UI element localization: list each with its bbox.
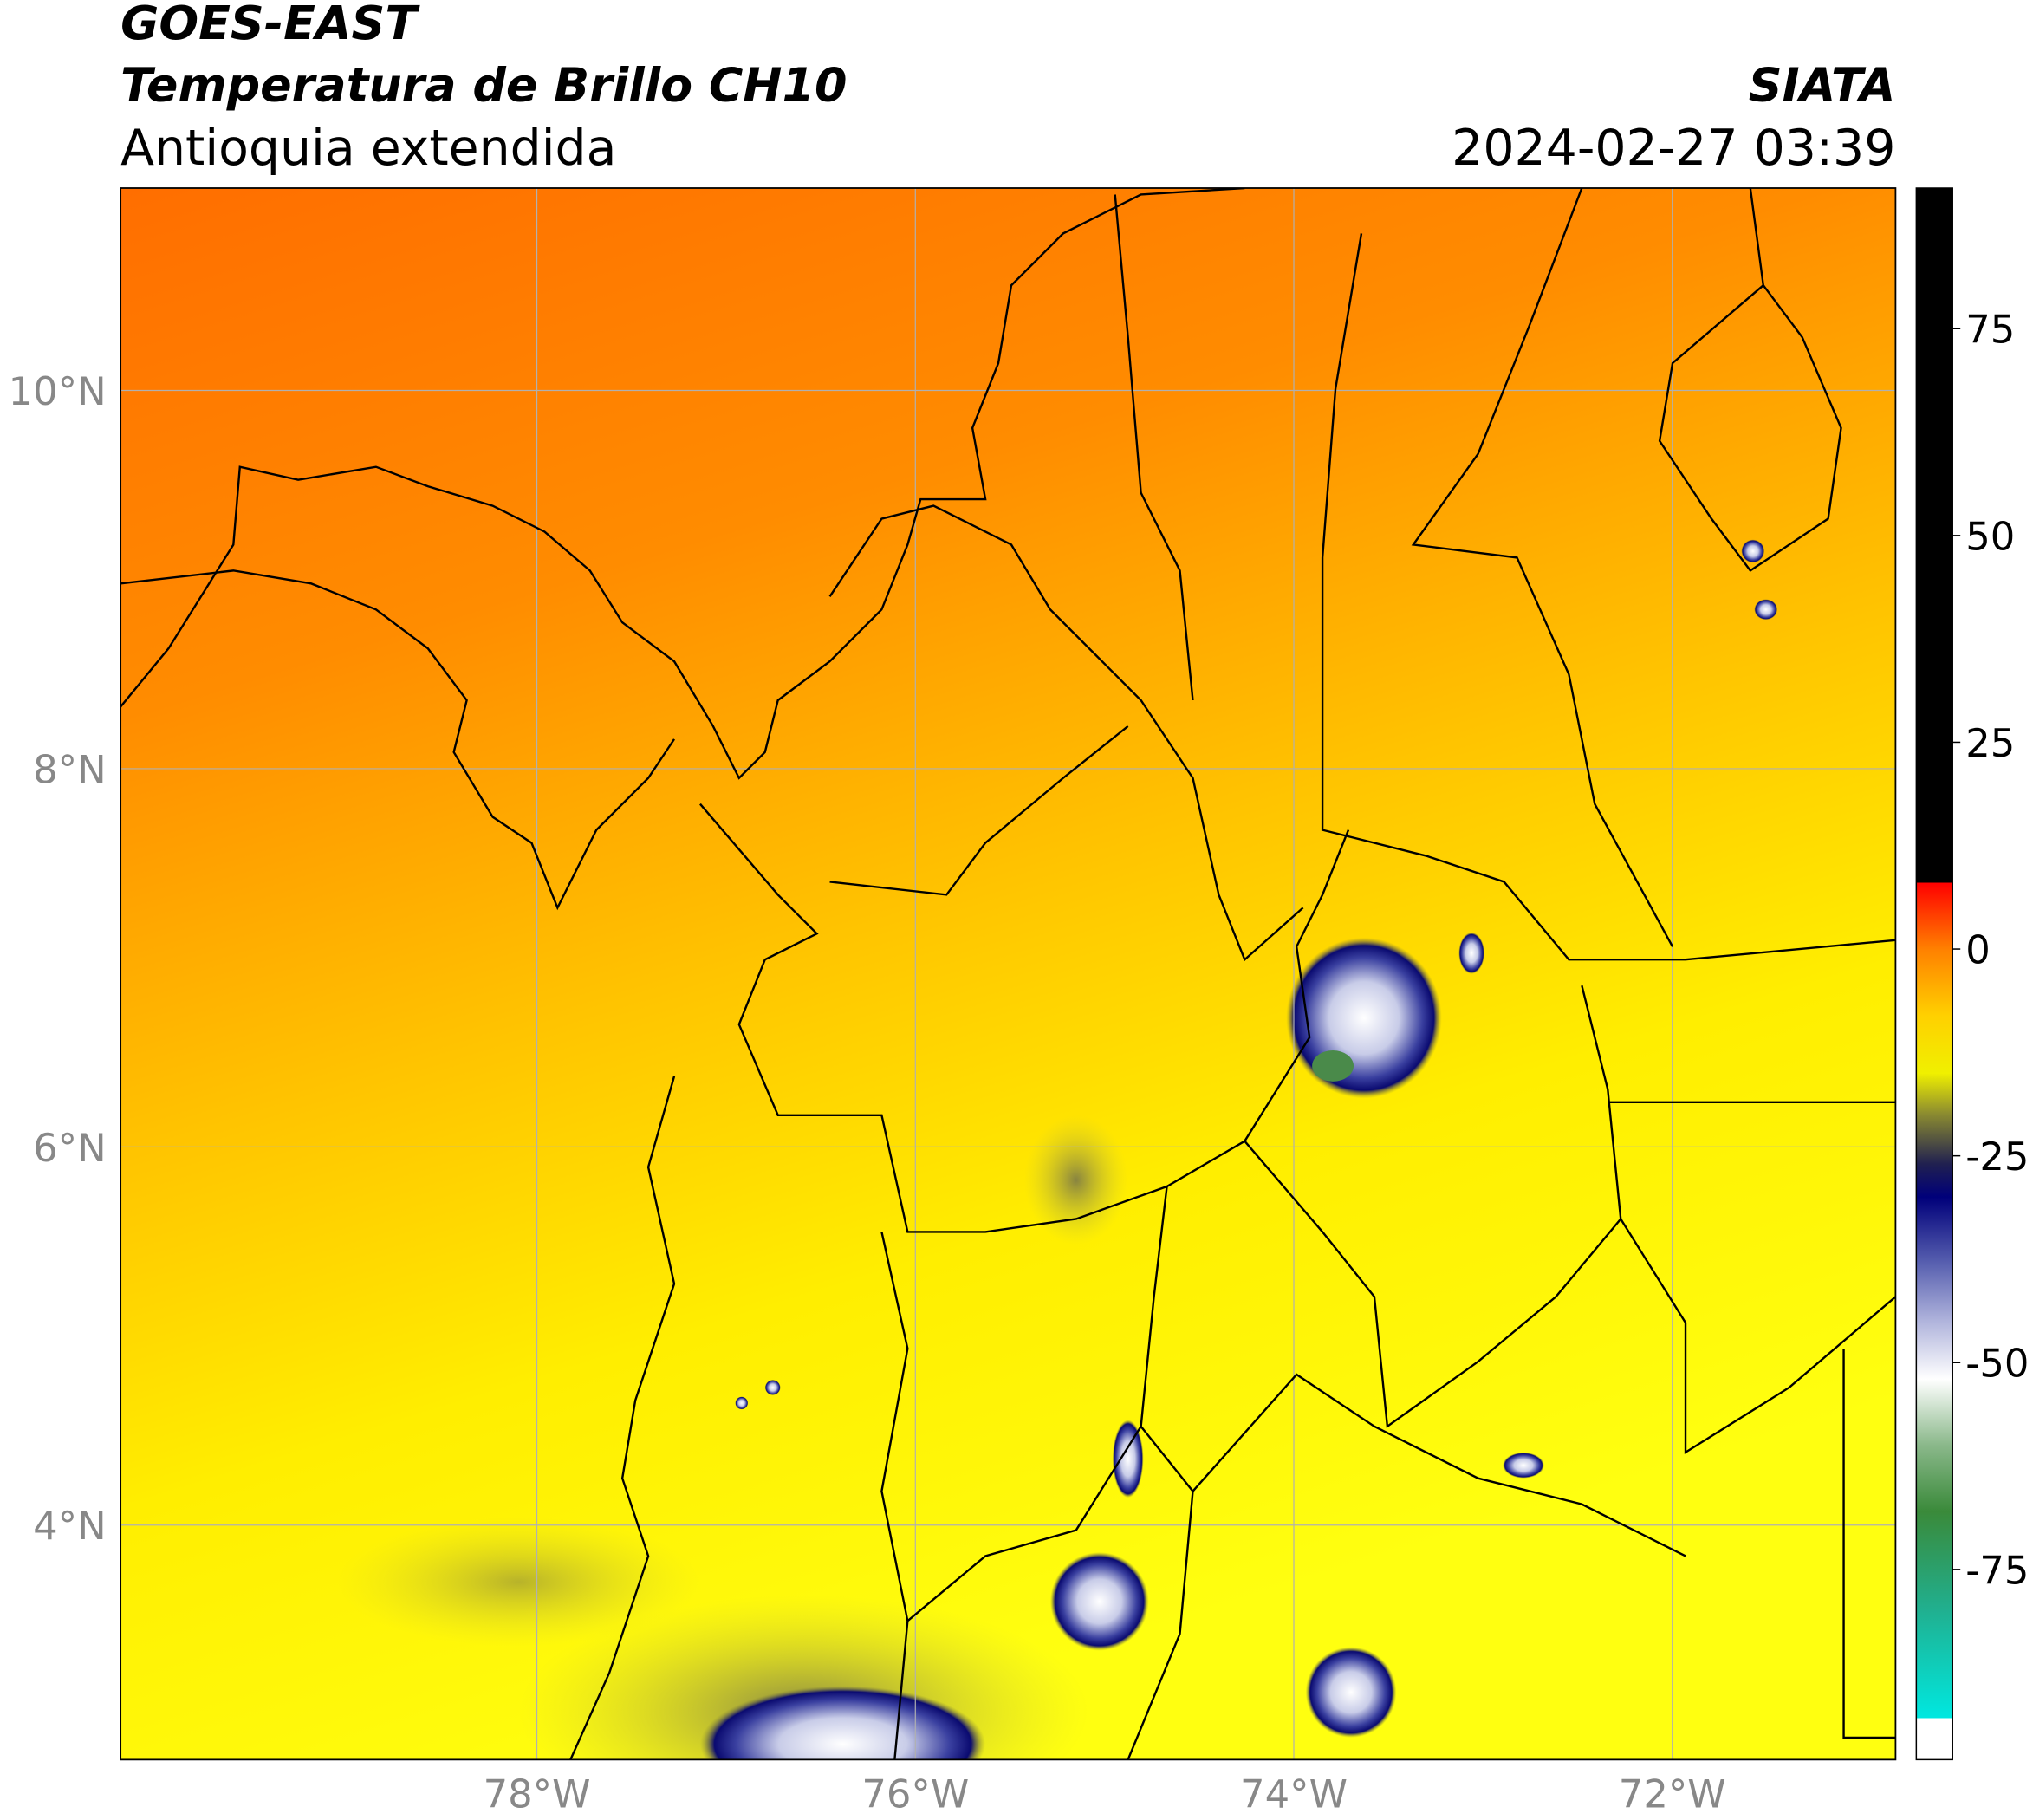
border: [828, 504, 1304, 962]
border: [1842, 1349, 1896, 1739]
y-tick-label: 4°N: [33, 1503, 107, 1549]
map: [120, 188, 1896, 1760]
border: [906, 1426, 1142, 1622]
storm: [735, 1396, 749, 1410]
border: [699, 803, 1350, 1233]
y-tick-label: 6°N: [33, 1125, 107, 1171]
colorbar-tick-label: 75: [1965, 307, 2015, 353]
colorbar-tick-label: 0: [1965, 927, 1991, 973]
storm-core: [1312, 1050, 1354, 1082]
border: [1411, 188, 1674, 947]
colorbar-tick-label: -75: [1965, 1547, 2029, 1593]
border: [1192, 1373, 1686, 1557]
coastline: [120, 188, 1245, 780]
coastline: [120, 569, 676, 911]
title: GOES-EAST: [120, 0, 420, 50]
cloud-haze: [1023, 1115, 1128, 1245]
storm: [1741, 539, 1765, 563]
y-tick-label: 10°N: [9, 368, 107, 414]
colorbar-tick-label: -25: [1965, 1134, 2029, 1180]
datetime: 2024-02-27 03:39: [1452, 120, 1895, 177]
storm: [1305, 1647, 1397, 1738]
border: [1244, 985, 1622, 1429]
x-tick-label: 78°W: [484, 1771, 591, 1817]
border: [829, 725, 1129, 896]
map-background: [120, 188, 1896, 1760]
colorbar-tick-label: -50: [1965, 1341, 2029, 1387]
x-tick-label: 76°W: [861, 1771, 969, 1817]
storm: [1112, 1420, 1144, 1498]
storm: [764, 1379, 781, 1395]
colorbar: [1915, 187, 1953, 1761]
border: [880, 1232, 909, 1760]
region: Antioquia extendida: [120, 120, 616, 177]
x-tick-label: 72°W: [1619, 1771, 1726, 1817]
border: [1620, 1218, 1896, 1454]
storm: [699, 1686, 986, 1760]
border: [1321, 233, 1896, 961]
cloud-haze: [337, 1517, 700, 1648]
storm: [1754, 599, 1778, 621]
border: [1658, 188, 1842, 573]
colorbar-tick-label: 25: [1965, 720, 2015, 766]
y-tick-label: 8°N: [33, 746, 107, 792]
border: [1114, 194, 1194, 701]
x-tick-label: 74°W: [1240, 1771, 1348, 1817]
map-frame: [120, 187, 1897, 1761]
storm: [1503, 1452, 1544, 1479]
border: [1127, 1186, 1194, 1760]
border: [569, 1076, 676, 1760]
subtitle: Temperatura de Brillo CH10: [120, 58, 847, 113]
source: SIATA: [1749, 58, 1896, 113]
storm: [1458, 932, 1485, 974]
colorbar-tick-label: 50: [1965, 513, 2015, 559]
storm: [1286, 937, 1442, 1099]
storm: [1049, 1551, 1149, 1651]
